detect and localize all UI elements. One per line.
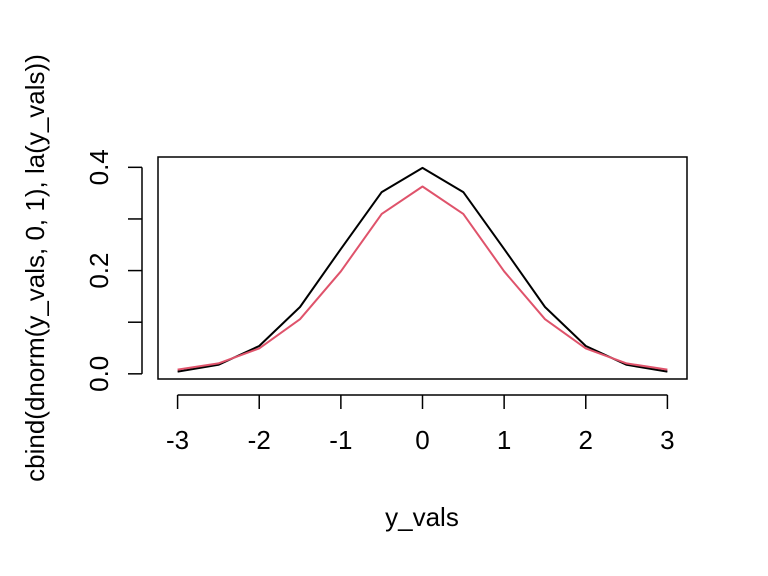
series-layer [177,166,668,373]
x-tick-label: 0 [415,425,429,455]
x-tick-label: -1 [329,425,352,455]
x-tick-label: 2 [579,425,593,455]
y-axis-label: cbind(dnorm(y_vals, 0, 1), la(y_vals)) [20,54,50,482]
y-tick-label: 0.2 [84,253,114,289]
series-line-2 [177,185,668,371]
y-tick-label: 0.0 [84,356,114,392]
x-tick-label: -2 [248,425,271,455]
y-axis: 0.0 0.2 0.4 [84,149,143,392]
y-tick-label: 0.4 [84,149,114,185]
x-tick-label: -3 [166,425,189,455]
x-axis: -3 -2 -1 0 1 2 3 [166,394,675,455]
series-line-1 [177,166,668,373]
plot-frame [157,156,688,380]
x-tick-label: 1 [497,425,511,455]
x-tick-label: 3 [660,425,674,455]
x-axis-label: y_vals [385,502,459,532]
